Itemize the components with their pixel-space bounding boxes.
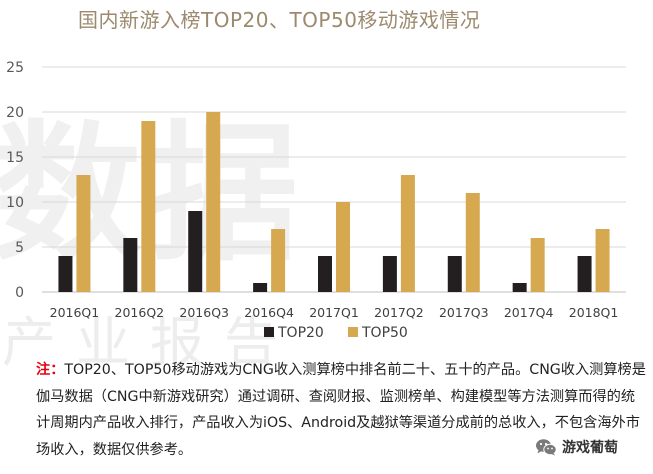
legend-label-top50: TOP50 bbox=[361, 325, 408, 341]
footnote: 注：TOP20、TOP50移动游戏为CNG收入测算榜中排名前二十、五十的产品。C… bbox=[36, 357, 648, 463]
bar-top50 bbox=[336, 202, 350, 292]
footnote-lead: 注： bbox=[36, 362, 65, 378]
x-tick-label: 2016Q1 bbox=[50, 305, 100, 320]
y-tick-label: 15 bbox=[6, 150, 24, 166]
wechat-account-badge: 游戏葡萄 bbox=[531, 436, 622, 458]
bar-top20 bbox=[58, 256, 73, 292]
legend-label-top20: TOP20 bbox=[277, 325, 324, 341]
bar-top50 bbox=[465, 193, 480, 292]
bar-top50 bbox=[141, 121, 156, 292]
x-tick-label: 2016Q2 bbox=[115, 305, 165, 320]
x-tick-label: 2017Q1 bbox=[309, 305, 359, 320]
y-tick-label: 20 bbox=[6, 105, 24, 121]
y-tick-label: 25 bbox=[6, 60, 24, 76]
x-tick-label: 2018Q1 bbox=[569, 305, 619, 320]
x-tick-label: 2016Q3 bbox=[179, 305, 229, 320]
bar-top20 bbox=[123, 238, 138, 292]
bar-top50 bbox=[271, 229, 286, 292]
wechat-icon bbox=[536, 439, 557, 456]
chart-title: 国内新游入榜TOP20、TOP50移动游戏情况 bbox=[78, 8, 481, 32]
bar-top20 bbox=[318, 256, 332, 292]
y-tick-label: 5 bbox=[15, 240, 24, 256]
x-tick-label: 2017Q3 bbox=[439, 305, 489, 320]
y-tick-label: 10 bbox=[6, 195, 24, 211]
bar-top20 bbox=[512, 283, 527, 292]
x-tick-label: 2016Q4 bbox=[244, 305, 294, 320]
bar-top20 bbox=[253, 283, 268, 292]
footnote-text: TOP20、TOP50移动游戏为CNG收入测算榜中排名前二十、五十的产品。CNG… bbox=[36, 362, 646, 458]
legend-swatch-top20 bbox=[264, 327, 274, 337]
bar-chart: 0 5 10 15 20 25 2016Q1 2016Q2 2016Q3 2016Q4 2017Q1… bbox=[6, 60, 626, 341]
bar-top20 bbox=[382, 256, 397, 292]
wechat-account-name: 游戏葡萄 bbox=[562, 440, 618, 456]
bar-top50 bbox=[206, 112, 221, 292]
bar-top50 bbox=[530, 238, 545, 292]
bar-top50 bbox=[76, 175, 91, 292]
bar-top20 bbox=[188, 211, 203, 292]
legend-swatch-top50 bbox=[348, 327, 358, 337]
x-tick-label: 2017Q4 bbox=[504, 305, 554, 320]
bar-top50 bbox=[400, 175, 415, 292]
x-tick-label: 2017Q2 bbox=[374, 305, 424, 320]
y-tick-label: 0 bbox=[15, 285, 24, 301]
bar-top20 bbox=[447, 256, 462, 292]
bar-top20 bbox=[577, 256, 592, 292]
bar-top50 bbox=[595, 229, 610, 292]
